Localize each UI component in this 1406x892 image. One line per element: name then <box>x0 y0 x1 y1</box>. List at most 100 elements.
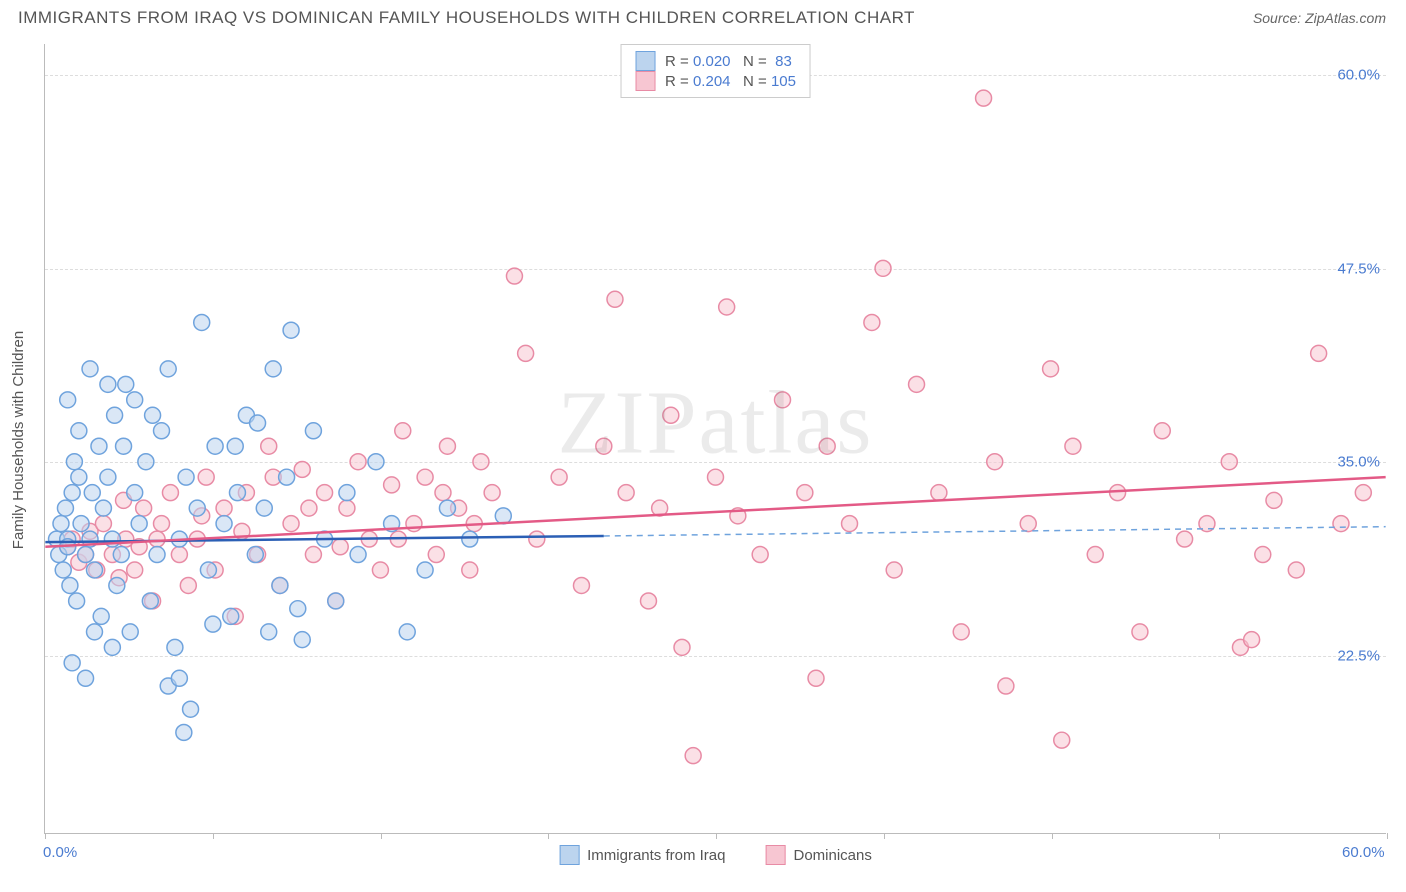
data-point <box>283 322 299 338</box>
data-point <box>283 516 299 532</box>
data-point <box>57 500 73 516</box>
data-point <box>200 562 216 578</box>
data-point <box>160 361 176 377</box>
data-point <box>216 516 232 532</box>
x-tick <box>1052 833 1053 839</box>
data-point <box>93 608 109 624</box>
data-point <box>875 260 891 276</box>
x-tick-label: 60.0% <box>1342 844 1385 861</box>
data-point <box>1110 485 1126 501</box>
data-point <box>976 90 992 106</box>
data-point <box>998 678 1014 694</box>
data-point <box>339 485 355 501</box>
swatch-dominican-icon <box>766 845 786 865</box>
data-point <box>198 469 214 485</box>
scatter-svg <box>45 44 1386 833</box>
swatch-iraq <box>635 51 655 71</box>
data-point <box>719 299 735 315</box>
data-point <box>395 423 411 439</box>
data-point <box>205 616 221 632</box>
data-point <box>64 655 80 671</box>
data-point <box>953 624 969 640</box>
data-point <box>909 376 925 392</box>
data-point <box>162 485 178 501</box>
y-tick-label: 22.5% <box>1337 647 1380 664</box>
data-point <box>122 624 138 640</box>
data-point <box>797 485 813 501</box>
data-point <box>1154 423 1170 439</box>
data-point <box>171 670 187 686</box>
data-point <box>176 724 192 740</box>
data-point <box>551 469 567 485</box>
data-point <box>317 485 333 501</box>
legend-item-iraq: Immigrants from Iraq <box>559 845 725 865</box>
data-point <box>372 562 388 578</box>
data-point <box>78 547 94 563</box>
data-point <box>95 516 111 532</box>
chart-header: IMMIGRANTS FROM IRAQ VS DOMINICAN FAMILY… <box>0 0 1406 32</box>
data-point <box>708 469 724 485</box>
data-point <box>1221 454 1237 470</box>
data-point <box>250 415 266 431</box>
data-point <box>987 454 1003 470</box>
y-tick-label: 35.0% <box>1337 454 1380 471</box>
data-point <box>216 500 232 516</box>
data-point <box>384 477 400 493</box>
data-point <box>82 361 98 377</box>
data-point <box>301 500 317 516</box>
data-point <box>1043 361 1059 377</box>
data-point <box>142 593 158 609</box>
data-point <box>1020 516 1036 532</box>
data-point <box>368 454 384 470</box>
data-point <box>71 469 87 485</box>
y-tick-label: 47.5% <box>1337 260 1380 277</box>
x-tick <box>716 833 717 839</box>
data-point <box>752 547 768 563</box>
data-point <box>261 624 277 640</box>
data-point <box>136 500 152 516</box>
data-point <box>60 392 76 408</box>
x-tick <box>548 833 549 839</box>
data-point <box>154 516 170 532</box>
data-point <box>107 407 123 423</box>
data-point <box>73 516 89 532</box>
data-point <box>931 485 947 501</box>
data-point <box>223 608 239 624</box>
data-point <box>305 547 321 563</box>
correlation-legend: R = 0.020 N = 83 R = 0.204 N = 105 <box>620 44 811 98</box>
x-tick <box>381 833 382 839</box>
data-point <box>529 531 545 547</box>
data-point <box>149 531 165 547</box>
chart-source: Source: ZipAtlas.com <box>1253 10 1386 26</box>
data-point <box>1054 732 1070 748</box>
data-point <box>1333 516 1349 532</box>
data-point <box>328 593 344 609</box>
data-point <box>775 392 791 408</box>
data-point <box>229 485 245 501</box>
data-point <box>113 547 129 563</box>
data-point <box>290 601 306 617</box>
data-point <box>91 438 107 454</box>
legend-item-dominican: Dominicans <box>766 845 872 865</box>
data-point <box>685 748 701 764</box>
data-point <box>1255 547 1271 563</box>
data-point <box>435 485 451 501</box>
data-point <box>462 562 478 578</box>
series-legend: Immigrants from Iraq Dominicans <box>559 845 872 865</box>
y-tick-label: 60.0% <box>1337 66 1380 83</box>
data-point <box>596 438 612 454</box>
data-point <box>84 485 100 501</box>
x-tick <box>45 833 46 839</box>
data-point <box>100 469 116 485</box>
data-point <box>171 547 187 563</box>
data-point <box>109 577 125 593</box>
x-tick <box>884 833 885 839</box>
data-point <box>339 500 355 516</box>
data-point <box>1355 485 1371 501</box>
data-point <box>69 593 85 609</box>
data-point <box>428 547 444 563</box>
data-point <box>674 639 690 655</box>
data-point <box>864 314 880 330</box>
swatch-dominican <box>635 71 655 91</box>
data-point <box>294 632 310 648</box>
